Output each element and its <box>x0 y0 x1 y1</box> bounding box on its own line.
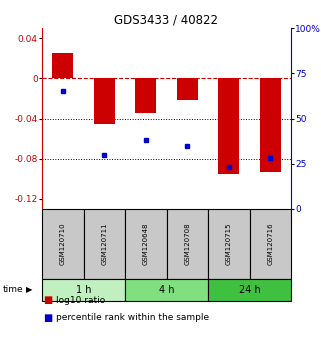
Bar <box>260 78 281 172</box>
Bar <box>249 209 291 279</box>
Text: ▶: ▶ <box>26 285 32 295</box>
Bar <box>218 78 239 174</box>
Title: GDS3433 / 40822: GDS3433 / 40822 <box>115 14 219 27</box>
Text: time: time <box>3 285 24 295</box>
Bar <box>208 279 291 301</box>
Bar <box>208 209 249 279</box>
Bar <box>52 53 73 78</box>
Text: GSM120711: GSM120711 <box>101 223 107 265</box>
Text: 1 h: 1 h <box>76 285 91 295</box>
Text: GSM120715: GSM120715 <box>226 223 232 265</box>
Text: percentile rank within the sample: percentile rank within the sample <box>56 313 209 322</box>
Text: ■: ■ <box>43 313 53 323</box>
Text: GSM120716: GSM120716 <box>267 223 273 265</box>
Bar <box>177 78 198 101</box>
Text: 4 h: 4 h <box>159 285 174 295</box>
Text: 24 h: 24 h <box>239 285 260 295</box>
Bar <box>135 78 156 114</box>
Text: GSM120710: GSM120710 <box>60 223 66 265</box>
Bar <box>83 209 125 279</box>
Bar <box>167 209 208 279</box>
Bar <box>42 279 125 301</box>
Bar <box>42 209 83 279</box>
Bar <box>125 209 167 279</box>
Text: GSM120708: GSM120708 <box>184 223 190 265</box>
Text: ■: ■ <box>43 295 53 305</box>
Bar <box>125 279 208 301</box>
Bar <box>94 78 115 124</box>
Text: GSM120648: GSM120648 <box>143 223 149 265</box>
Text: log10 ratio: log10 ratio <box>56 296 105 305</box>
